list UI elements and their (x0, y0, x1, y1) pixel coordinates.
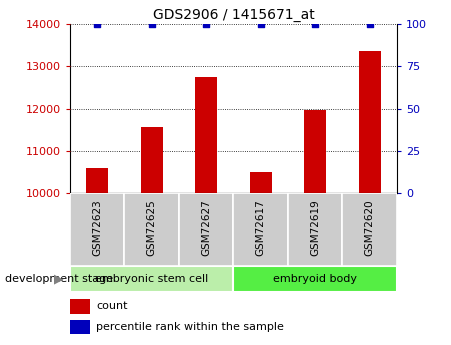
Text: percentile rank within the sample: percentile rank within the sample (96, 322, 284, 332)
Text: GSM72620: GSM72620 (364, 200, 375, 256)
Bar (250, 172, 272, 193)
Point (257, 21, 264, 27)
Text: development stage: development stage (5, 274, 113, 284)
Text: GSM72625: GSM72625 (147, 200, 156, 256)
Bar (234, 193, 288, 266)
Bar (288, 193, 342, 266)
Point (148, 21, 155, 27)
Text: ▶: ▶ (54, 272, 64, 285)
Point (202, 21, 210, 27)
Text: embryonic stem cell: embryonic stem cell (95, 274, 208, 284)
Text: count: count (96, 302, 128, 311)
Bar (342, 193, 397, 266)
Point (312, 21, 319, 27)
Bar (124, 193, 179, 266)
Text: GSM72623: GSM72623 (92, 200, 102, 256)
Bar (70, 266, 234, 292)
Bar (179, 193, 234, 266)
Text: embryoid body: embryoid body (273, 274, 357, 284)
Bar (304, 109, 326, 193)
Bar (70, 299, 89, 314)
Text: GSM72619: GSM72619 (310, 200, 320, 256)
Bar (70, 320, 89, 334)
Bar (141, 127, 162, 193)
Text: GSM72617: GSM72617 (256, 200, 266, 256)
Text: GSM72627: GSM72627 (201, 200, 211, 256)
Point (366, 21, 373, 27)
Title: GDS2906 / 1415671_at: GDS2906 / 1415671_at (152, 8, 314, 22)
Point (93, 21, 101, 27)
Bar (86, 168, 108, 193)
Bar (359, 51, 381, 193)
Bar (70, 193, 124, 266)
Bar (195, 77, 217, 193)
Bar (234, 266, 397, 292)
